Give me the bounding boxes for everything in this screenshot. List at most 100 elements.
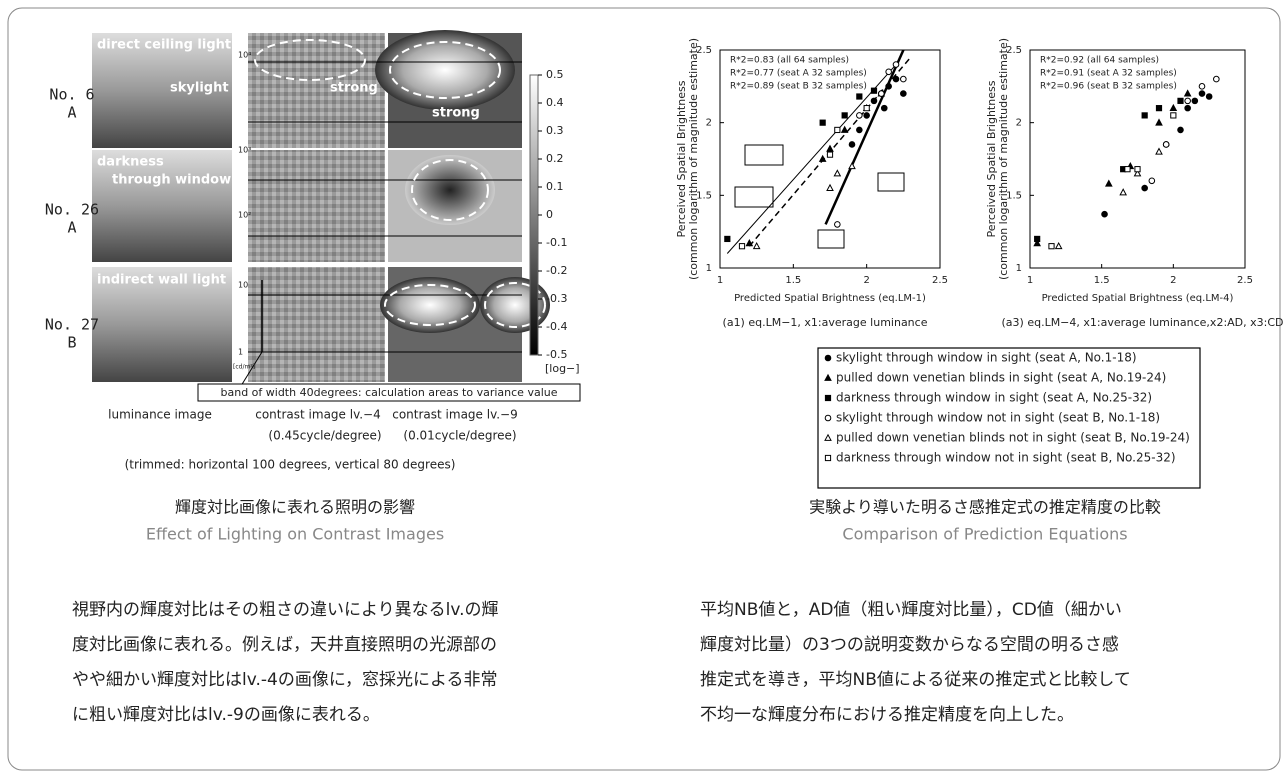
scale-tick-label: 0.3 (546, 124, 564, 137)
point (1185, 105, 1191, 111)
point (1049, 244, 1054, 249)
x-axis-label: Predicted Spatial Brightness (eq.LM-4) (1042, 293, 1234, 304)
body-line: 輝度対比量）の3つの説明変数からなる空間の明るさ感 (700, 635, 1119, 655)
row-label: B (67, 334, 76, 352)
point (886, 84, 892, 90)
point (879, 91, 885, 97)
luminance-tick: 1 (238, 348, 243, 357)
point (739, 244, 744, 249)
point (1035, 236, 1040, 241)
column-label: luminance image (108, 408, 212, 422)
point (864, 106, 869, 111)
body-line: 平均NB値と，AD値（粗い輝度対比量），CD値（細かい (700, 600, 1122, 620)
point (857, 94, 862, 99)
luminance-unit: [cd/m²] (233, 364, 255, 371)
point (1199, 84, 1205, 90)
caption-en: Comparison of Prediction Equations (842, 525, 1127, 544)
point (835, 222, 841, 228)
legend-entry: skylight through window not in sight (se… (836, 411, 1160, 425)
scale-tick-label: 0.4 (546, 96, 564, 109)
point (901, 91, 907, 97)
trim-note: (trimmed: horizontal 100 degrees, vertic… (125, 458, 456, 472)
luminance-tick: 10⁴ (238, 51, 251, 60)
y-axis-label: (common logarithm of magnitude estimate) (687, 38, 700, 280)
point (827, 185, 833, 191)
column-label: contrast image lv.−4 (255, 408, 381, 422)
legend-marker (825, 435, 831, 441)
y-tick-label: 1 (706, 263, 712, 274)
y-axis-label: (common logarithm of magnitude estimate) (997, 38, 1010, 280)
legend-marker (825, 355, 831, 361)
scale-tick-label: 0.1 (546, 180, 564, 193)
point (849, 163, 855, 169)
body-line: に粗い輝度対比はlv.-9の画像に表れる。 (72, 705, 380, 725)
point (893, 76, 899, 82)
page: No. 6ANo. 26ANo. 27Bdirect ceiling light… (0, 0, 1288, 779)
column-label: contrast image lv.−9 (392, 408, 518, 422)
scale-unit: [log−] (545, 362, 580, 375)
scale-tick-label: -0.3 (546, 292, 567, 305)
point (842, 113, 847, 118)
x-tick-label: 2 (1170, 275, 1176, 286)
point (835, 127, 840, 132)
chart-caption: (a1) eq.LM−1, x1:average luminance (723, 316, 928, 329)
point (1120, 189, 1126, 195)
point (827, 146, 833, 152)
y-tick-label: 2 (1016, 118, 1022, 129)
x-tick-label: 2.5 (932, 275, 948, 286)
point (1135, 167, 1140, 172)
point (1102, 211, 1108, 217)
point (1156, 149, 1162, 155)
annotation: R*2=0.91 (seat A 32 samples) (1040, 69, 1177, 79)
point (1106, 181, 1112, 187)
body-line: 推定式を導き，平均NB値による従来の推定式と比較して (700, 670, 1131, 690)
point (1171, 113, 1176, 118)
row-label: A (67, 219, 76, 237)
point (1156, 106, 1161, 111)
image-label: indirect wall light (97, 273, 226, 288)
point (725, 236, 730, 241)
point (842, 127, 848, 133)
scale-tick-label: 0.2 (546, 152, 564, 165)
row-label: No. 26 (45, 201, 99, 219)
legend-marker (825, 415, 831, 421)
point (1142, 113, 1147, 118)
point (754, 243, 760, 249)
point (1192, 98, 1198, 104)
legend-marker (825, 455, 830, 460)
column-sublabel: (0.01cycle/degree) (403, 429, 516, 443)
caption-ja: 実験より導いた明るさ感推定式の推定精度の比較 (809, 498, 1161, 517)
legend-entry: darkness through window in sight (seat A… (836, 391, 1152, 405)
point (1214, 76, 1220, 82)
x-tick-label: 2.5 (1237, 275, 1253, 286)
point (1142, 185, 1148, 191)
point (881, 105, 887, 111)
point (1156, 119, 1162, 125)
legend-marker (825, 395, 830, 400)
row-label: No. 27 (45, 316, 99, 334)
body-line: 視野内の輝度対比はその粗さの違いにより異なるlv.の輝 (72, 600, 499, 620)
image-label: direct ceiling light (97, 38, 231, 53)
point (901, 76, 907, 82)
image-label: darkness (97, 155, 164, 170)
point (893, 62, 899, 68)
body-line: 不均一な輝度分布における推定精度を向上した。 (700, 705, 1074, 725)
band-note: band of width 40degrees: calculation are… (221, 386, 558, 399)
point (820, 120, 825, 125)
point (1185, 90, 1191, 96)
x-axis-label: Predicted Spatial Brightness (eq.LM-1) (734, 293, 926, 304)
point (871, 88, 876, 93)
point (1149, 178, 1155, 184)
point (1178, 127, 1184, 133)
annotation: R*2=0.92 (all 64 samples) (1040, 56, 1159, 66)
annotation: R*2=0.89 (seat B 32 samples) (730, 82, 867, 92)
scale-tick-label: -0.5 (546, 348, 567, 361)
legend-entry: pulled down venetian blinds not in sight… (836, 431, 1190, 445)
row-label: No. 6 (49, 86, 94, 104)
chart-caption: (a3) eq.LM−4, x1:average luminance,x2:AD… (1002, 316, 1284, 329)
point (871, 98, 877, 104)
annotation: R*2=0.96 (seat B 32 samples) (1040, 82, 1177, 92)
caption-en: Effect of Lighting on Contrast Images (146, 525, 444, 544)
strong-label: strong (432, 106, 480, 121)
legend-entry: skylight through window in sight (seat A… (836, 351, 1137, 365)
